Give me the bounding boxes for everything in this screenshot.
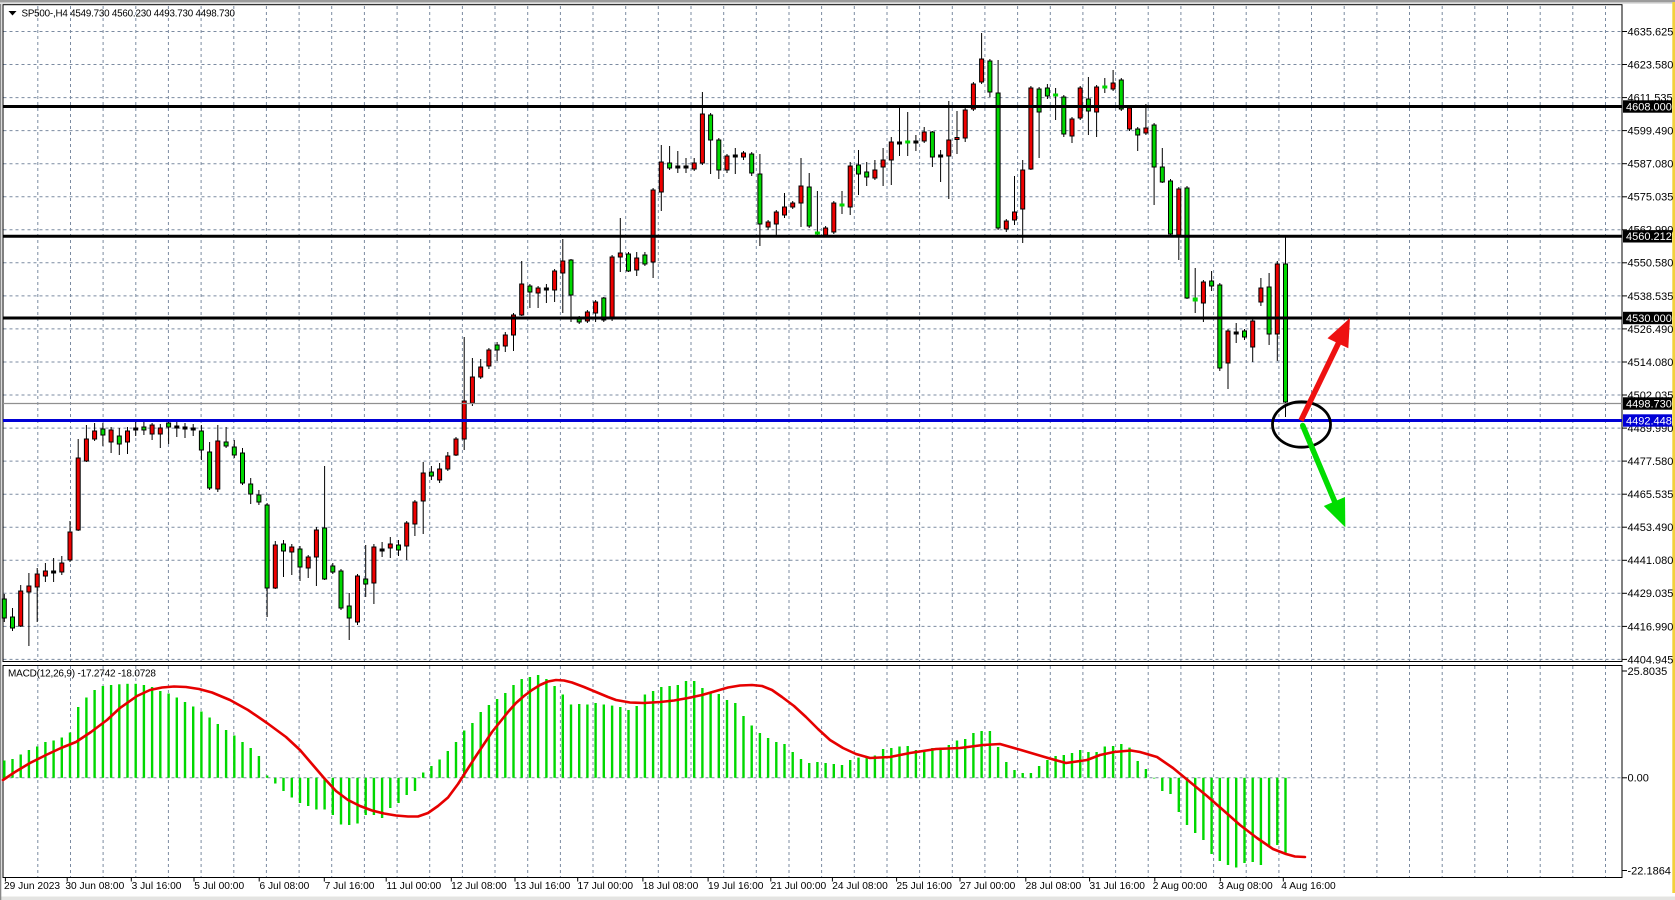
svg-text:7 Jul 16:00: 7 Jul 16:00 (325, 881, 375, 892)
svg-text:4599.490: 4599.490 (1628, 126, 1674, 138)
svg-text:4498.730: 4498.730 (1626, 398, 1672, 410)
svg-text:4404.945: 4404.945 (1628, 654, 1674, 666)
svg-text:4608.000: 4608.000 (1626, 101, 1672, 113)
svg-text:25 Jul 16:00: 25 Jul 16:00 (896, 881, 952, 892)
svg-text:0.00: 0.00 (1628, 773, 1649, 785)
svg-text:4530.000: 4530.000 (1626, 313, 1672, 325)
svg-text:30 Jun 08:00: 30 Jun 08:00 (65, 881, 124, 892)
svg-text:31 Jul 16:00: 31 Jul 16:00 (1089, 881, 1145, 892)
svg-text:4635.625: 4635.625 (1628, 26, 1674, 38)
svg-text:5 Jul 00:00: 5 Jul 00:00 (194, 881, 244, 892)
svg-text:13 Jul 16:00: 13 Jul 16:00 (515, 881, 571, 892)
svg-text:4514.080: 4514.080 (1628, 357, 1674, 369)
svg-text:11 Jul 00:00: 11 Jul 00:00 (386, 881, 441, 892)
svg-text:4575.035: 4575.035 (1628, 192, 1674, 204)
svg-text:4538.535: 4538.535 (1628, 291, 1674, 303)
svg-text:2 Aug 00:00: 2 Aug 00:00 (1153, 881, 1208, 892)
svg-text:4587.080: 4587.080 (1628, 159, 1674, 171)
svg-text:6 Jul 08:00: 6 Jul 08:00 (259, 881, 309, 892)
svg-text:3 Jul 16:00: 3 Jul 16:00 (132, 881, 182, 892)
svg-text:4416.990: 4416.990 (1628, 621, 1674, 633)
svg-text:4453.490: 4453.490 (1628, 522, 1674, 534)
svg-text:4492.448: 4492.448 (1626, 415, 1672, 427)
svg-text:3 Aug 08:00: 3 Aug 08:00 (1218, 881, 1273, 892)
svg-text:SP500-,H4 4549.730 4560.230 4: SP500-,H4 4549.730 4560.230 4493.730 449… (22, 8, 236, 19)
svg-text:25.8035: 25.8035 (1628, 666, 1668, 678)
svg-text:-22.1864: -22.1864 (1628, 865, 1671, 877)
svg-text:4477.580: 4477.580 (1628, 456, 1674, 468)
svg-text:18 Jul 08:00: 18 Jul 08:00 (643, 881, 699, 892)
svg-text:28 Jul 08:00: 28 Jul 08:00 (1026, 881, 1082, 892)
svg-text:4441.080: 4441.080 (1628, 555, 1674, 567)
svg-text:MACD(12,26,9) -17.2742 -18.072: MACD(12,26,9) -17.2742 -18.0728 (8, 669, 156, 680)
svg-text:4526.490: 4526.490 (1628, 324, 1674, 336)
svg-text:12 Jul 08:00: 12 Jul 08:00 (451, 881, 507, 892)
svg-text:17 Jul 00:00: 17 Jul 00:00 (578, 881, 634, 892)
svg-text:4623.580: 4623.580 (1628, 60, 1674, 72)
svg-text:4429.035: 4429.035 (1628, 588, 1674, 600)
svg-text:19 Jul 16:00: 19 Jul 16:00 (708, 881, 764, 892)
svg-text:4465.535: 4465.535 (1628, 489, 1674, 501)
svg-text:21 Jul 00:00: 21 Jul 00:00 (771, 881, 827, 892)
svg-text:29 Jun 2023: 29 Jun 2023 (4, 881, 60, 892)
svg-text:4550.580: 4550.580 (1628, 258, 1674, 270)
svg-text:24 Jul 08:00: 24 Jul 08:00 (832, 881, 888, 892)
svg-text:27 Jul 00:00: 27 Jul 00:00 (960, 881, 1016, 892)
svg-text:4560.212: 4560.212 (1626, 231, 1672, 243)
svg-text:4 Aug 16:00: 4 Aug 16:00 (1281, 881, 1336, 892)
